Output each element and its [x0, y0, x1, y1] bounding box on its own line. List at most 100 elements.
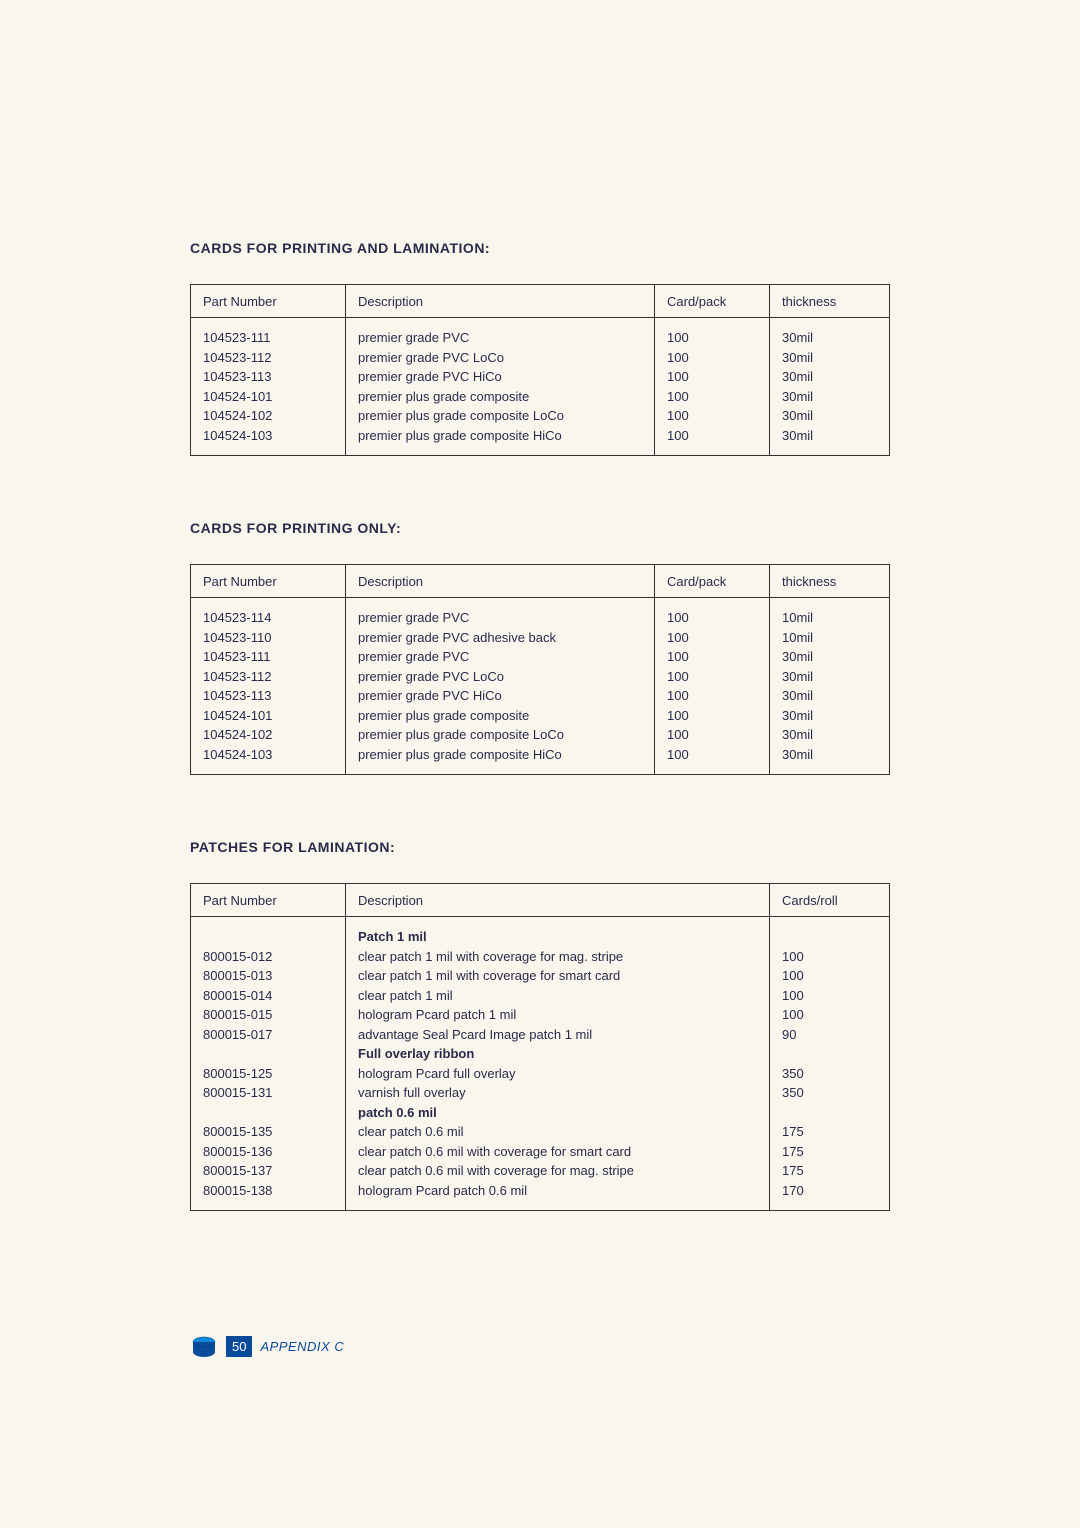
cell-pn: [191, 1044, 346, 1064]
cell-pack: 100: [655, 745, 770, 775]
cell-pn: 104524-102: [191, 406, 346, 426]
table-row: 800015-135clear patch 0.6 mil175: [191, 1122, 890, 1142]
col-cards-roll: Cards/roll: [770, 884, 890, 917]
cell-thick: 30mil: [770, 318, 890, 348]
cell-desc: premier plus grade composite HiCo: [346, 745, 655, 775]
ribbon-icon: [190, 1334, 218, 1358]
table-row: 104523-111premier grade PVC10030mil: [191, 318, 890, 348]
cell-roll: 175: [770, 1142, 890, 1162]
col-description: Description: [346, 884, 770, 917]
table-row: 104523-112premier grade PVC LoCo10030mil: [191, 348, 890, 368]
col-part-number: Part Number: [191, 565, 346, 598]
table-row: 800015-137clear patch 0.6 mil with cover…: [191, 1161, 890, 1181]
cell-pack: 100: [655, 406, 770, 426]
cell-thick: 30mil: [770, 348, 890, 368]
table-subheader-row: Full overlay ribbon: [191, 1044, 890, 1064]
cell-desc: premier grade PVC adhesive back: [346, 628, 655, 648]
cell-desc: premier plus grade composite HiCo: [346, 426, 655, 456]
section3-table: Part Number Description Cards/roll Patch…: [190, 883, 890, 1211]
cell-roll: 350: [770, 1083, 890, 1103]
cell-thick: 30mil: [770, 406, 890, 426]
table-row: 104524-102premier plus grade composite L…: [191, 725, 890, 745]
cell-desc: hologram Pcard full overlay: [346, 1064, 770, 1084]
cell-pn: 800015-136: [191, 1142, 346, 1162]
col-card-pack: Card/pack: [655, 285, 770, 318]
cell-pn: 104524-101: [191, 387, 346, 407]
cell-pn: 800015-135: [191, 1122, 346, 1142]
cell-pn: [191, 1103, 346, 1123]
col-part-number: Part Number: [191, 884, 346, 917]
cell-desc: varnish full overlay: [346, 1083, 770, 1103]
table-row: 104524-103premier plus grade composite H…: [191, 745, 890, 775]
cell-thick: 30mil: [770, 387, 890, 407]
cell-roll: [770, 1103, 890, 1123]
section1-title: CARDS FOR PRINTING AND LAMINATION:: [190, 240, 890, 256]
cell-roll: 100: [770, 1005, 890, 1025]
cell-desc: advantage Seal Pcard Image patch 1 mil: [346, 1025, 770, 1045]
cell-pack: 100: [655, 598, 770, 628]
document-page: CARDS FOR PRINTING AND LAMINATION: Part …: [0, 0, 1080, 1528]
section2-header-row: Part Number Description Card/pack thickn…: [191, 565, 890, 598]
cell-pack: 100: [655, 367, 770, 387]
section1-header-row: Part Number Description Card/pack thickn…: [191, 285, 890, 318]
col-thickness: thickness: [770, 285, 890, 318]
cell-roll: 90: [770, 1025, 890, 1045]
cell-desc: Full overlay ribbon: [346, 1044, 770, 1064]
cell-pn: 104523-112: [191, 667, 346, 687]
cell-thick: 30mil: [770, 667, 890, 687]
cell-desc: premier grade PVC: [346, 598, 655, 628]
cell-thick: 30mil: [770, 647, 890, 667]
cell-roll: 350: [770, 1064, 890, 1084]
cell-desc: premier plus grade composite LoCo: [346, 406, 655, 426]
table-row: 104523-111premier grade PVC10030mil: [191, 647, 890, 667]
cell-thick: 30mil: [770, 367, 890, 387]
cell-roll: [770, 917, 890, 947]
cell-roll: 100: [770, 947, 890, 967]
cell-desc: Patch 1 mil: [346, 917, 770, 947]
table-row: 104524-101premier plus grade composite10…: [191, 706, 890, 726]
cell-desc: premier grade PVC LoCo: [346, 348, 655, 368]
page-number: 50: [226, 1336, 252, 1357]
table-row: 800015-125hologram Pcard full overlay350: [191, 1064, 890, 1084]
section3-header-row: Part Number Description Cards/roll: [191, 884, 890, 917]
cell-pn: [191, 917, 346, 947]
cell-pn: 104524-101: [191, 706, 346, 726]
cell-desc: clear patch 0.6 mil: [346, 1122, 770, 1142]
section2-table: Part Number Description Card/pack thickn…: [190, 564, 890, 775]
cell-roll: 175: [770, 1122, 890, 1142]
cell-pack: 100: [655, 686, 770, 706]
cell-pack: 100: [655, 348, 770, 368]
cell-pn: 104523-113: [191, 686, 346, 706]
appendix-label: APPENDIX C: [260, 1339, 344, 1354]
cell-thick: 30mil: [770, 706, 890, 726]
cell-pn: 104523-111: [191, 647, 346, 667]
cell-pn: 104523-111: [191, 318, 346, 348]
cell-desc: clear patch 1 mil with coverage for smar…: [346, 966, 770, 986]
section2-title: CARDS FOR PRINTING ONLY:: [190, 520, 890, 536]
col-description: Description: [346, 565, 655, 598]
cell-pn: 800015-017: [191, 1025, 346, 1045]
table-row: 104524-101premier plus grade composite10…: [191, 387, 890, 407]
cell-pn: 104524-103: [191, 426, 346, 456]
cell-roll: 175: [770, 1161, 890, 1181]
cell-desc: patch 0.6 mil: [346, 1103, 770, 1123]
cell-pn: 104523-110: [191, 628, 346, 648]
cell-thick: 10mil: [770, 628, 890, 648]
cell-desc: hologram Pcard patch 0.6 mil: [346, 1181, 770, 1211]
cell-desc: clear patch 0.6 mil with coverage for sm…: [346, 1142, 770, 1162]
cell-desc: premier grade PVC LoCo: [346, 667, 655, 687]
cell-pack: 100: [655, 628, 770, 648]
cell-desc: premier plus grade composite: [346, 706, 655, 726]
cell-pn: 800015-138: [191, 1181, 346, 1211]
table-row: 800015-015hologram Pcard patch 1 mil100: [191, 1005, 890, 1025]
cell-pack: 100: [655, 426, 770, 456]
cell-pack: 100: [655, 647, 770, 667]
cell-pack: 100: [655, 318, 770, 348]
cell-roll: [770, 1044, 890, 1064]
cell-desc: clear patch 1 mil with coverage for mag.…: [346, 947, 770, 967]
cell-pack: 100: [655, 725, 770, 745]
cell-pn: 800015-125: [191, 1064, 346, 1084]
col-part-number: Part Number: [191, 285, 346, 318]
table-row: 800015-131varnish full overlay350: [191, 1083, 890, 1103]
cell-pn: 104524-103: [191, 745, 346, 775]
